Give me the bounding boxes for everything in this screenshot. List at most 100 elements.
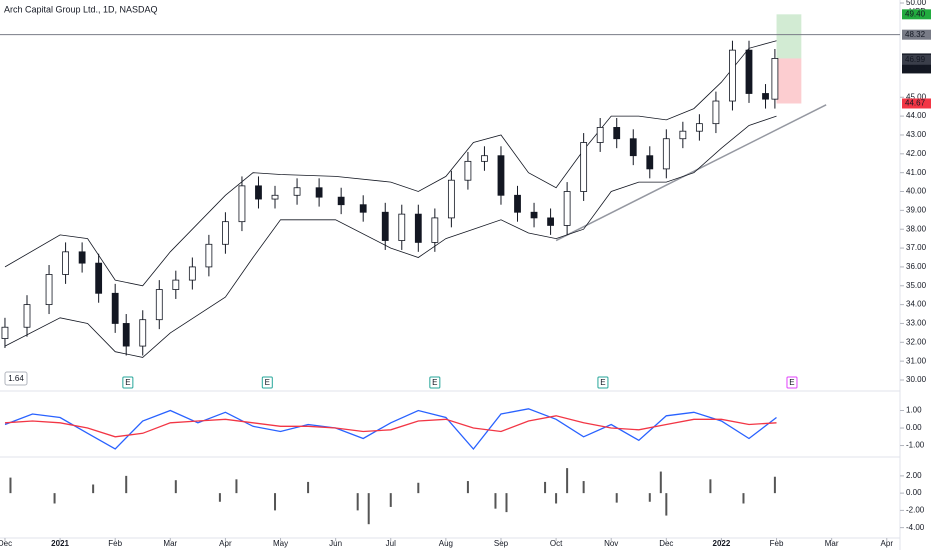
histogram-bar	[356, 493, 359, 511]
candle-body	[729, 49, 736, 102]
histogram-bar	[615, 493, 618, 503]
x-tick-label: 2021	[51, 539, 69, 548]
position-stop	[776, 58, 802, 104]
earnings-marker	[122, 376, 134, 389]
candle-body	[679, 130, 687, 140]
candle-body	[122, 323, 130, 347]
price-label-bg	[902, 29, 931, 40]
histogram-bar	[494, 493, 497, 509]
candle-body	[293, 187, 301, 196]
candle-body	[222, 221, 229, 245]
histogram-bar	[218, 493, 221, 502]
earnings-label: E	[432, 378, 437, 387]
price-label-bg	[902, 98, 931, 109]
candle-body	[255, 185, 262, 200]
y-tick-label: 43.00	[906, 130, 927, 139]
x-tick-label: Jul	[386, 539, 396, 548]
y-tick-label: 32.00	[906, 337, 927, 346]
histogram-bar	[648, 493, 651, 502]
histogram-bar	[665, 493, 668, 516]
x-tick-label: Apr	[219, 539, 232, 548]
candle-body	[613, 127, 621, 140]
candle-body	[464, 160, 472, 181]
candle-body	[188, 266, 196, 281]
y-tick-label: 39.00	[906, 205, 927, 214]
candle-body	[238, 185, 246, 223]
x-tick-label: Nov	[604, 539, 618, 548]
candle-body	[563, 191, 571, 226]
histogram-bar	[9, 477, 12, 494]
price-label: 46.99	[905, 55, 926, 64]
earnings-label: E	[789, 378, 794, 387]
candle-body	[481, 155, 488, 162]
candle-body	[431, 217, 439, 243]
oscillator-line	[4, 408, 777, 451]
histogram-bar	[742, 493, 745, 504]
y-tick-label: 35.00	[906, 281, 927, 290]
y-tick-label: 45.00	[906, 92, 927, 101]
candle-body	[205, 243, 213, 268]
histogram-bar	[389, 493, 392, 507]
y-tick-label: 42.00	[906, 149, 927, 158]
y-tick-label: 40.00	[906, 187, 927, 196]
candle-body	[398, 213, 406, 241]
y-tick-label: 30.00	[906, 375, 927, 384]
histogram-bar	[307, 481, 310, 494]
price-label-bg	[902, 54, 931, 65]
x-tick-label: Jun	[329, 539, 342, 548]
y-tick-label: 37.00	[906, 243, 927, 252]
candle-body	[337, 196, 345, 206]
position-target	[776, 14, 802, 59]
y-tick-label: 33.00	[906, 319, 927, 328]
price-label: 49.40	[905, 9, 926, 18]
candle-body	[712, 100, 720, 125]
y-tick-label: -2.00	[906, 505, 925, 514]
y-tick-label: 50.00	[906, 0, 927, 7]
earnings-label: E	[125, 378, 130, 387]
x-tick-label: May	[273, 539, 288, 548]
histogram-bar	[92, 484, 95, 494]
histogram-bar	[659, 471, 662, 494]
candle-body	[580, 142, 588, 192]
histogram-bar	[174, 480, 177, 494]
y-tick-label: 34.00	[906, 300, 927, 309]
candle-body	[78, 251, 86, 264]
earnings-label: E	[600, 378, 605, 387]
candle-body	[172, 279, 180, 290]
candle-body	[95, 262, 103, 294]
candle-body	[596, 127, 604, 143]
chart-title: Arch Capital Group Ltd., 1D, NASDAQ	[4, 4, 158, 14]
oscillator-line	[4, 415, 777, 438]
candle-body	[23, 304, 31, 328]
candle-body	[629, 138, 637, 157]
x-tick-label: Dec	[659, 539, 673, 548]
x-tick-label: Apr	[881, 539, 894, 548]
x-tick-label: 2022	[713, 539, 731, 548]
candle-body	[155, 289, 163, 321]
candle-body	[447, 179, 455, 219]
price-label: 48.32	[905, 30, 926, 39]
x-tick-label: Mar	[825, 539, 839, 548]
y-tick-label: -4.00	[906, 523, 925, 532]
histogram-bar	[235, 479, 238, 494]
candle-body	[497, 155, 505, 196]
candle-body	[745, 49, 753, 94]
histogram-bar	[53, 493, 56, 504]
candle-body	[514, 194, 521, 213]
candle-body	[45, 274, 53, 306]
earnings-label: E	[265, 378, 270, 387]
histogram-bar	[544, 481, 547, 494]
candle-body	[547, 217, 554, 226]
histogram-bar	[466, 481, 469, 494]
candle-body	[771, 58, 779, 100]
candle-body	[315, 187, 323, 198]
candle-body	[111, 292, 119, 324]
candle-body	[1, 326, 9, 339]
candle-body	[414, 213, 422, 243]
y-tick-label: 2.00	[906, 471, 922, 480]
candle-body	[381, 211, 389, 241]
y-tick-label: 0.00	[906, 488, 922, 497]
price-label-bg	[902, 9, 931, 20]
price-label: 44.67	[905, 99, 926, 108]
